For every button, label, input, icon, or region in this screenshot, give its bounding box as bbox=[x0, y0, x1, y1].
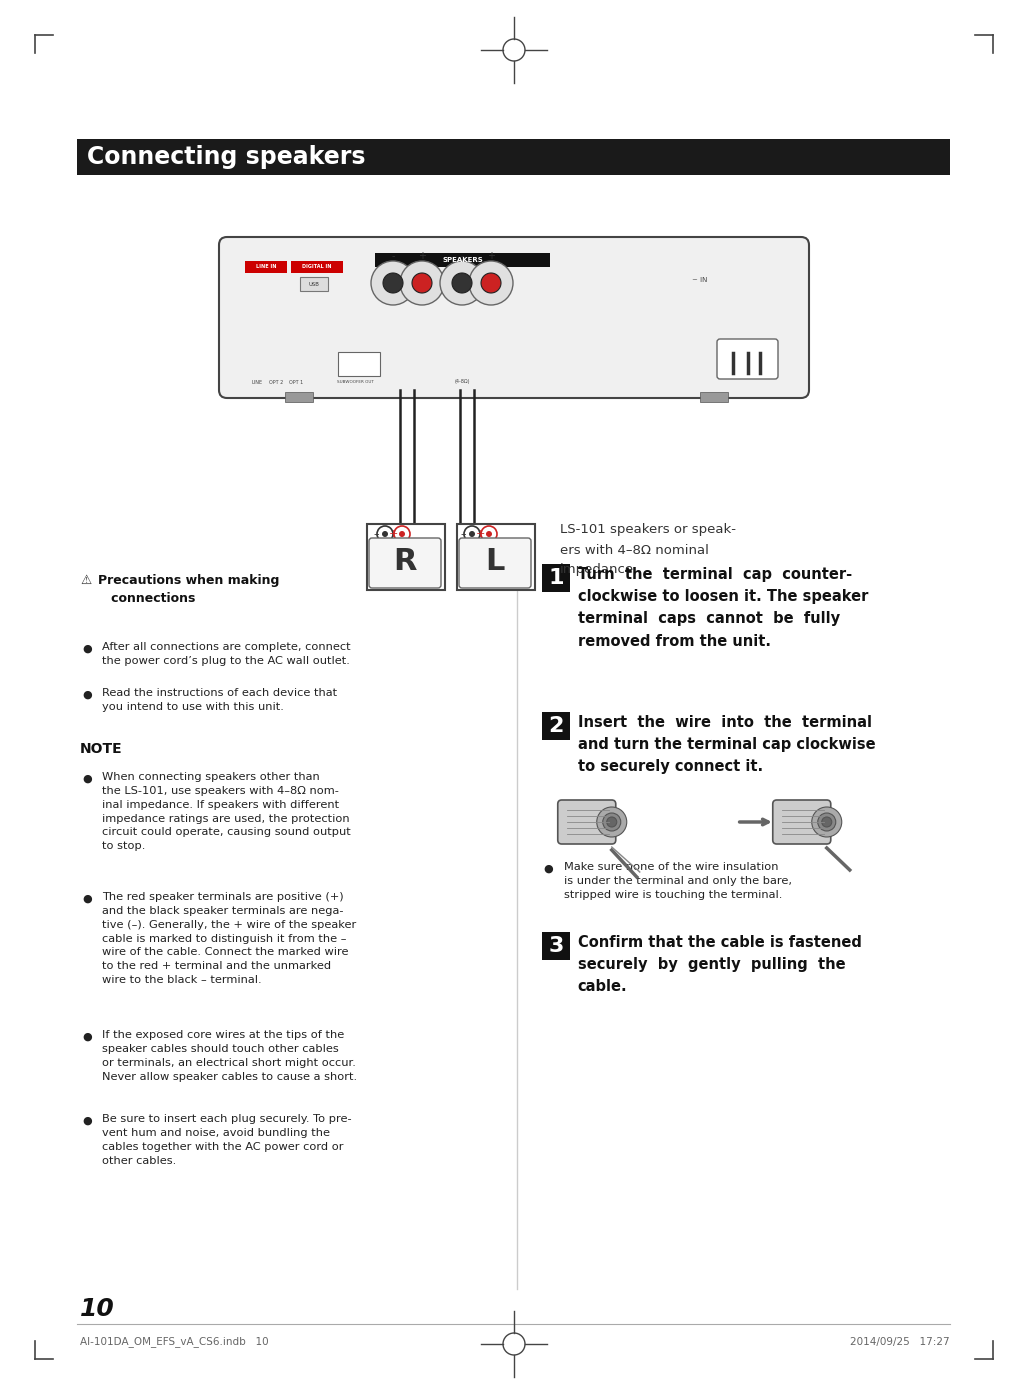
Circle shape bbox=[486, 531, 492, 537]
Text: Precautions when making
   connections: Precautions when making connections bbox=[99, 574, 280, 605]
Text: ●: ● bbox=[82, 1032, 91, 1041]
Circle shape bbox=[602, 813, 621, 831]
FancyBboxPatch shape bbox=[369, 538, 441, 588]
Text: ●: ● bbox=[82, 690, 91, 700]
Text: 1: 1 bbox=[548, 567, 563, 588]
Text: (4-8Ω): (4-8Ω) bbox=[454, 379, 470, 385]
FancyBboxPatch shape bbox=[717, 339, 778, 379]
Circle shape bbox=[481, 273, 501, 293]
Text: +: + bbox=[487, 251, 495, 261]
Text: -: - bbox=[461, 251, 464, 261]
Text: ●: ● bbox=[82, 644, 91, 654]
Text: 2014/09/25   17:27: 2014/09/25 17:27 bbox=[850, 1337, 950, 1347]
Text: After all connections are complete, connect
the power cord’s plug to the AC wall: After all connections are complete, conn… bbox=[102, 643, 351, 666]
Text: +: + bbox=[418, 251, 426, 261]
Bar bbox=[338, 353, 380, 376]
Text: OPT 1: OPT 1 bbox=[289, 379, 303, 385]
Circle shape bbox=[377, 526, 393, 542]
Text: Turn  the  terminal  cap  counter-
clockwise to loosen it. The speaker
terminal : Turn the terminal cap counter- clockwise… bbox=[578, 567, 868, 648]
Text: SPEAKERS: SPEAKERS bbox=[442, 256, 483, 263]
Text: Make sure none of the wire insulation
is under the terminal and only the bare,
s: Make sure none of the wire insulation is… bbox=[563, 861, 792, 899]
Circle shape bbox=[812, 807, 842, 836]
FancyBboxPatch shape bbox=[458, 538, 531, 588]
Circle shape bbox=[383, 273, 403, 293]
Text: Insert  the  wire  into  the  terminal
and turn the terminal cap clockwise
to se: Insert the wire into the terminal and tu… bbox=[578, 715, 876, 775]
Text: ~ IN: ~ IN bbox=[692, 277, 707, 283]
Bar bbox=[457, 524, 535, 590]
Text: R: R bbox=[394, 548, 416, 577]
Text: Read the instructions of each device that
you intend to use with this unit.: Read the instructions of each device tha… bbox=[102, 689, 337, 712]
Text: Connecting speakers: Connecting speakers bbox=[87, 145, 366, 169]
Bar bbox=[542, 712, 570, 740]
Circle shape bbox=[412, 273, 432, 293]
FancyBboxPatch shape bbox=[773, 800, 831, 843]
Text: 3: 3 bbox=[548, 935, 563, 956]
Circle shape bbox=[400, 261, 444, 305]
Text: 2: 2 bbox=[548, 717, 563, 736]
Circle shape bbox=[452, 273, 472, 293]
Text: Confirm that the cable is fastened
securely  by  gently  pulling  the
cable.: Confirm that the cable is fastened secur… bbox=[578, 935, 861, 994]
Bar bbox=[291, 261, 343, 273]
Text: If the exposed core wires at the tips of the
speaker cables should touch other c: If the exposed core wires at the tips of… bbox=[102, 1030, 358, 1082]
Text: LS-101 speakers or speak-
ers with 4–8Ω nominal
impedance: LS-101 speakers or speak- ers with 4–8Ω … bbox=[560, 524, 736, 577]
Circle shape bbox=[394, 526, 410, 542]
Bar bbox=[245, 261, 287, 273]
Text: NOTE: NOTE bbox=[80, 742, 122, 756]
Text: DIGITAL IN: DIGITAL IN bbox=[302, 265, 332, 269]
Bar bbox=[285, 392, 313, 401]
Circle shape bbox=[481, 526, 497, 542]
Text: -: - bbox=[392, 251, 395, 261]
Bar bbox=[77, 139, 950, 176]
Text: LINE: LINE bbox=[252, 379, 262, 385]
Circle shape bbox=[382, 531, 388, 537]
Text: USB: USB bbox=[308, 282, 320, 287]
Circle shape bbox=[469, 261, 513, 305]
Text: +: + bbox=[475, 528, 484, 539]
Bar bbox=[542, 565, 570, 592]
Text: ●: ● bbox=[544, 864, 553, 874]
Text: AI-101DA_OM_EFS_vA_CS6.indb   10: AI-101DA_OM_EFS_vA_CS6.indb 10 bbox=[80, 1337, 268, 1348]
Text: ⚠: ⚠ bbox=[80, 574, 91, 587]
Circle shape bbox=[817, 813, 836, 831]
Circle shape bbox=[597, 807, 627, 836]
Circle shape bbox=[607, 817, 617, 827]
Circle shape bbox=[399, 531, 405, 537]
Circle shape bbox=[440, 261, 484, 305]
Bar bbox=[542, 933, 570, 960]
Text: L: L bbox=[485, 548, 505, 577]
Bar bbox=[700, 392, 728, 401]
Bar bbox=[367, 524, 445, 590]
FancyBboxPatch shape bbox=[219, 237, 809, 399]
Text: 10: 10 bbox=[80, 1296, 115, 1322]
Text: LINE IN: LINE IN bbox=[256, 265, 277, 269]
Text: ●: ● bbox=[82, 894, 91, 903]
Circle shape bbox=[821, 817, 832, 827]
Circle shape bbox=[464, 526, 480, 542]
Text: –: – bbox=[373, 528, 378, 539]
FancyBboxPatch shape bbox=[558, 800, 616, 843]
Text: Be sure to insert each plug securely. To pre-
vent hum and noise, avoid bundling: Be sure to insert each plug securely. To… bbox=[102, 1114, 352, 1165]
Circle shape bbox=[469, 531, 475, 537]
Text: SUBWOOFER OUT: SUBWOOFER OUT bbox=[336, 381, 373, 383]
Text: The red speaker terminals are positive (+)
and the black speaker terminals are n: The red speaker terminals are positive (… bbox=[102, 892, 357, 986]
Text: –: – bbox=[461, 528, 466, 539]
Text: When connecting speakers other than
the LS-101, use speakers with 4–8Ω nom-
inal: When connecting speakers other than the … bbox=[102, 772, 351, 852]
Text: ●: ● bbox=[82, 774, 91, 783]
Text: OPT 2: OPT 2 bbox=[269, 379, 283, 385]
Bar bbox=[300, 277, 328, 291]
Bar bbox=[375, 252, 550, 268]
Text: +: + bbox=[389, 528, 398, 539]
Circle shape bbox=[371, 261, 415, 305]
Text: ●: ● bbox=[82, 1117, 91, 1126]
